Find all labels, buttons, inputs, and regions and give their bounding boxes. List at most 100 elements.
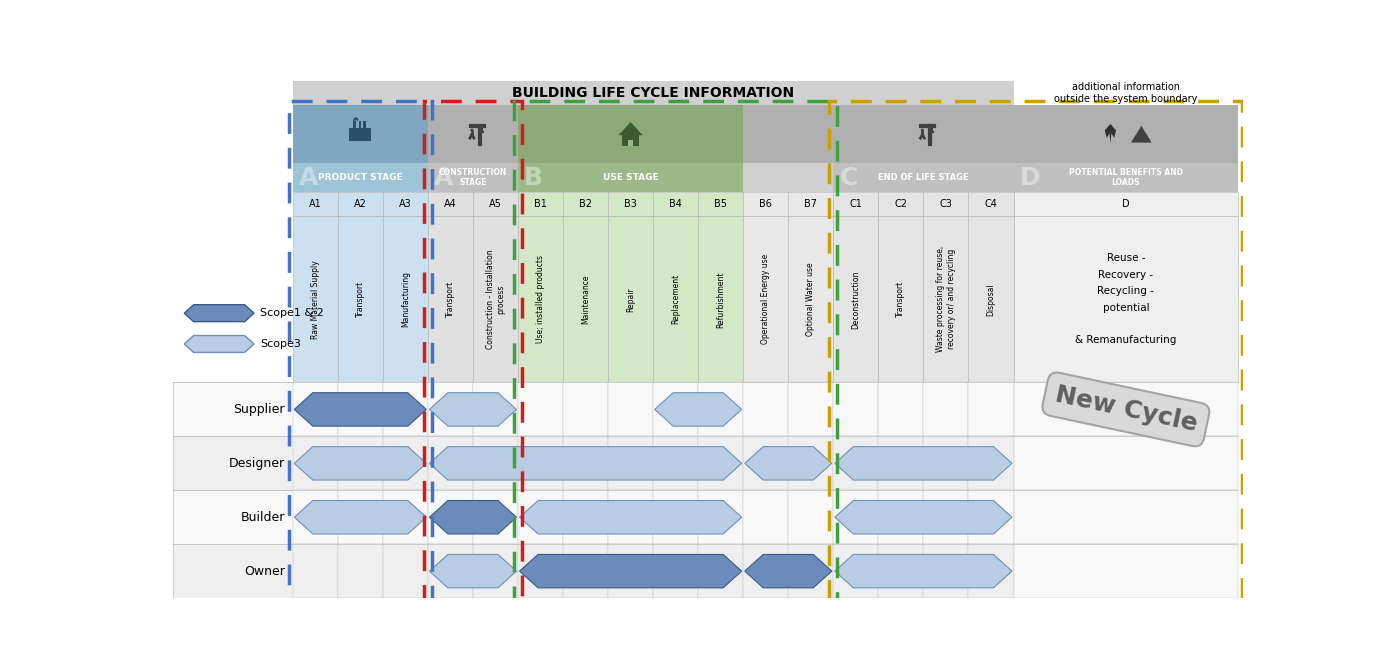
Text: A4: A4 <box>445 199 457 209</box>
Bar <box>338 216 383 382</box>
Polygon shape <box>1131 126 1152 142</box>
Bar <box>1014 192 1239 216</box>
Bar <box>472 382 518 436</box>
Bar <box>518 436 563 491</box>
Bar <box>563 491 608 544</box>
Bar <box>518 491 563 544</box>
Text: B: B <box>525 166 543 190</box>
Text: C3: C3 <box>939 199 953 209</box>
Text: Use; installed products: Use; installed products <box>536 255 545 343</box>
Bar <box>293 382 338 436</box>
Bar <box>383 491 428 544</box>
Text: POTENTIAL BENEFITS AND
LOADS: POTENTIAL BENEFITS AND LOADS <box>1069 168 1184 187</box>
Bar <box>968 382 1014 436</box>
Bar <box>424 101 522 602</box>
Polygon shape <box>1143 137 1148 142</box>
Bar <box>878 436 924 491</box>
Text: Waste processing for reuse,
recovery or/ and recycling: Waste processing for reuse, recovery or/… <box>936 246 956 352</box>
Text: A5: A5 <box>489 199 501 209</box>
Bar <box>789 192 833 216</box>
Bar <box>699 216 743 382</box>
Text: Supplier: Supplier <box>233 403 284 416</box>
Bar <box>968 216 1014 382</box>
Bar <box>293 216 338 382</box>
Bar <box>359 121 362 128</box>
Bar <box>293 163 428 192</box>
Bar <box>293 81 1014 106</box>
Bar <box>699 544 743 598</box>
Polygon shape <box>744 447 831 480</box>
Bar <box>338 382 383 436</box>
Bar <box>789 544 833 598</box>
Bar <box>743 216 789 382</box>
Text: USE STAGE: USE STAGE <box>602 173 659 182</box>
Bar <box>789 382 833 436</box>
Bar <box>428 544 472 598</box>
Text: Maintenance: Maintenance <box>581 275 590 324</box>
Text: BUILDING LIFE CYCLE INFORMATION: BUILDING LIFE CYCLE INFORMATION <box>512 86 794 100</box>
Bar <box>563 192 608 216</box>
Bar <box>653 216 699 382</box>
Bar <box>968 491 1014 544</box>
Text: Manufacturing: Manufacturing <box>400 271 410 327</box>
Text: C2: C2 <box>895 199 907 209</box>
Polygon shape <box>429 392 516 426</box>
Bar <box>743 192 789 216</box>
Bar <box>293 436 338 491</box>
Bar <box>563 436 608 491</box>
Text: B7: B7 <box>804 199 818 209</box>
Bar <box>293 491 338 544</box>
Bar <box>878 192 924 216</box>
Bar <box>1014 163 1239 192</box>
Bar <box>514 101 837 602</box>
Text: C4: C4 <box>985 199 997 209</box>
Text: D: D <box>1019 166 1040 190</box>
Text: A: A <box>298 166 319 190</box>
Bar <box>563 544 608 598</box>
Bar <box>878 491 924 544</box>
Bar <box>518 163 743 192</box>
Bar <box>383 544 428 598</box>
Bar <box>833 382 878 436</box>
Text: Construction - Installation
process: Construction - Installation process <box>486 249 505 349</box>
Bar <box>383 436 428 491</box>
Bar <box>924 544 968 598</box>
Text: Reuse -
Recovery -
Recycling -
potential

& Remanufacturing: Reuse - Recovery - Recycling - potential… <box>1076 253 1177 345</box>
Polygon shape <box>429 447 742 480</box>
Bar <box>338 192 383 216</box>
Text: Transport: Transport <box>356 281 365 317</box>
Bar <box>833 106 1014 163</box>
Text: A: A <box>434 166 453 190</box>
Text: B1: B1 <box>534 199 547 209</box>
Bar <box>472 544 518 598</box>
Text: C: C <box>840 166 858 190</box>
Text: Scope1 & 2: Scope1 & 2 <box>260 308 325 318</box>
Text: Disposal: Disposal <box>986 283 996 316</box>
Bar <box>968 436 1014 491</box>
Polygon shape <box>294 447 427 480</box>
Bar <box>830 101 1242 602</box>
Text: END OF LIFE STAGE: END OF LIFE STAGE <box>878 173 968 182</box>
Text: B6: B6 <box>760 199 772 209</box>
Polygon shape <box>836 554 1012 588</box>
Text: Transport: Transport <box>896 281 906 317</box>
Bar <box>878 382 924 436</box>
Text: Optional Water use: Optional Water use <box>807 263 815 336</box>
Bar <box>699 192 743 216</box>
Bar <box>173 544 293 598</box>
Bar <box>743 436 789 491</box>
Bar <box>608 216 653 382</box>
Bar <box>338 436 383 491</box>
Bar <box>472 436 518 491</box>
Bar <box>789 216 833 382</box>
Bar <box>563 216 608 382</box>
Text: Deconstruction: Deconstruction <box>851 270 860 329</box>
Bar <box>608 436 653 491</box>
Text: Designer: Designer <box>229 457 284 470</box>
Text: A2: A2 <box>354 199 367 209</box>
Bar <box>289 101 432 602</box>
Text: C1: C1 <box>849 199 862 209</box>
Text: D: D <box>1121 199 1130 209</box>
Bar <box>789 436 833 491</box>
Text: B2: B2 <box>579 199 592 209</box>
